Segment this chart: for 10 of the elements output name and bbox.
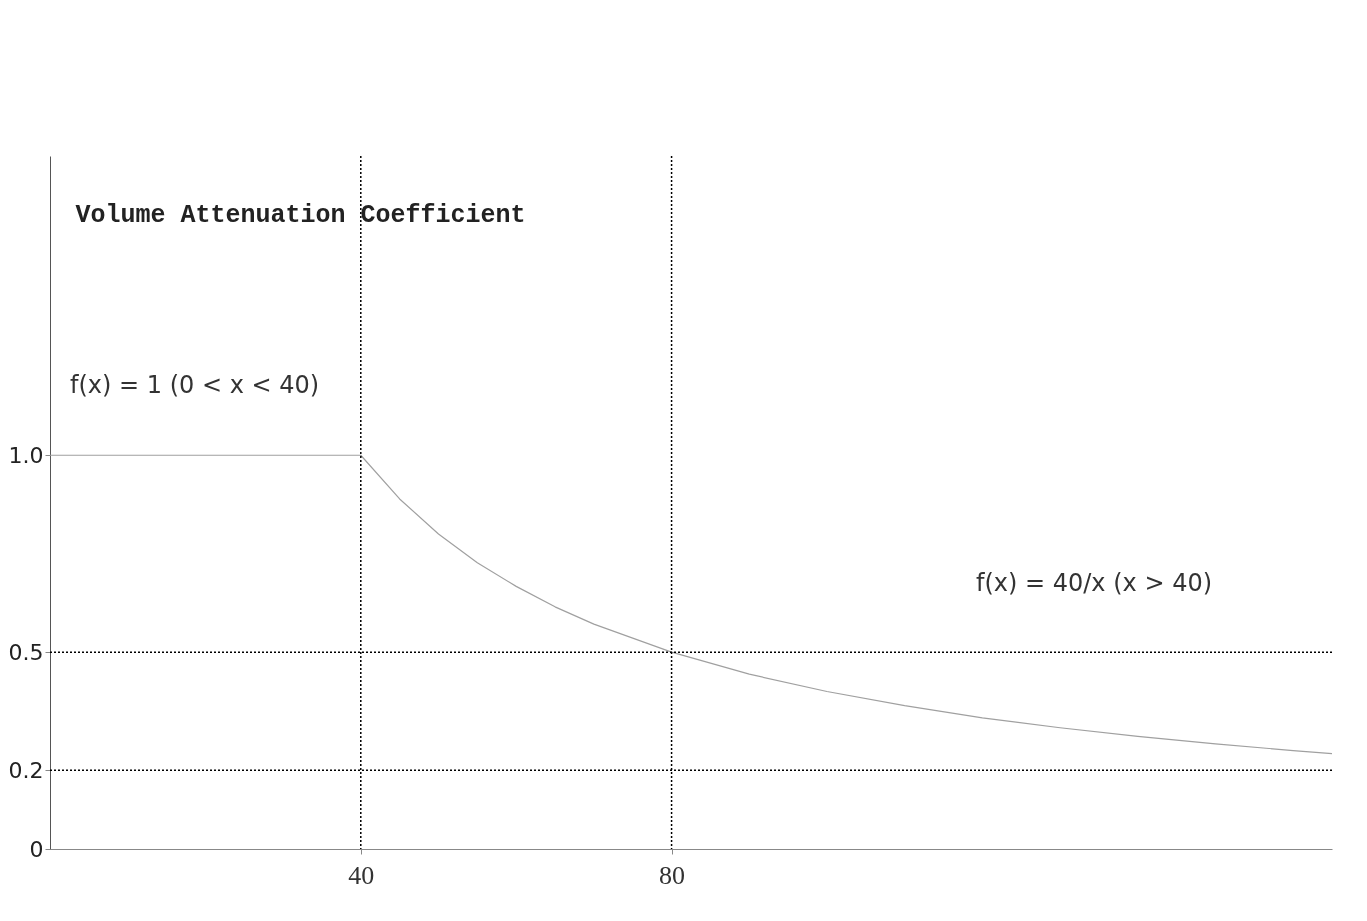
- annotation: f(x) = 40/x (x > 40): [976, 569, 1213, 597]
- annotation: f(x) = 1 (0 < x < 40): [70, 371, 320, 399]
- x-tick-label: 80: [659, 860, 686, 890]
- y-tick-label: 1.0: [8, 442, 44, 468]
- y-tick-label: 0.5: [8, 639, 44, 665]
- x-tick-label: 40: [348, 860, 375, 890]
- y-tick-label: 0.2: [8, 757, 44, 783]
- y-tick-label: 0: [29, 836, 44, 862]
- line-series: [50, 454, 1332, 755]
- y-axis-title: Volume Attenuation Coefficient: [75, 200, 526, 230]
